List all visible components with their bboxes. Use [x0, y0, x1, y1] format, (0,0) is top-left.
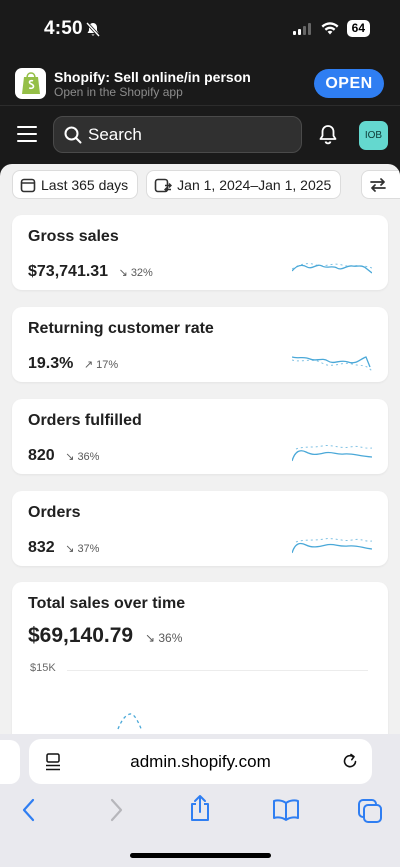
metric-card-orders-fulfilled[interactable]: Orders fulfilled 820 ↘ 36%	[12, 399, 388, 474]
calendar-compare-icon	[154, 178, 173, 192]
arrow-up-right-icon: ↗	[83, 359, 94, 371]
home-indicator	[130, 853, 271, 858]
browser-toolbar	[0, 786, 400, 834]
chart-y-tick: $15K	[30, 662, 56, 674]
arrow-down-right-icon: ↘	[65, 451, 75, 463]
reload-icon[interactable]	[340, 751, 360, 771]
search-icon	[64, 126, 82, 143]
metric-card-orders[interactable]: Orders 832 ↘ 37%	[12, 491, 388, 566]
arrow-down-right-icon: ↘	[118, 267, 128, 279]
metric-value: $73,741.31	[28, 263, 109, 280]
metric-change: ↘ 36%	[65, 451, 100, 463]
calendar-icon	[20, 178, 36, 192]
arrow-down-right-icon: ↘	[144, 631, 156, 645]
url-text: admin.shopify.com	[130, 751, 271, 771]
metric-value-row: 19.3% ↗ 17%	[28, 355, 118, 373]
app-banner-subtitle: Open in the Shopify app	[54, 85, 183, 99]
metric-value-row: $73,741.31 ↘ 32%	[28, 263, 153, 281]
status-time: 4:50	[44, 18, 83, 39]
address-bar[interactable]: admin.shopify.com	[29, 739, 372, 784]
date-period-label: Last 365 days	[41, 176, 129, 193]
hamburger-menu-icon[interactable]	[17, 126, 37, 142]
tabs-icon[interactable]	[357, 798, 383, 824]
orders-fulfilled-sparkline	[292, 445, 372, 462]
metric-card-gross-sales[interactable]: Gross sales $73,741.31 ↘ 32%	[12, 215, 388, 290]
status-icons: 64	[292, 20, 370, 37]
shopify-app-icon	[15, 68, 46, 99]
notifications-bell-icon[interactable]	[318, 124, 338, 146]
metric-value-row: 832 ↘ 37%	[28, 539, 99, 557]
gross-sales-sparkline	[292, 263, 372, 274]
silent-mode-icon	[86, 22, 100, 37]
open-app-button[interactable]: OPEN	[314, 69, 384, 98]
chart-gridline	[67, 670, 368, 671]
total-sales-value-row: $69,140.79 ↘ 36%	[28, 624, 182, 648]
filter-bar: Last 365 days Jan 1, 2024–Jan 1, 2025	[12, 170, 342, 199]
orders-sparkline	[292, 538, 372, 554]
metric-value-row: 820 ↘ 36%	[28, 447, 99, 465]
top-nav: Search IOB	[0, 106, 400, 164]
search-placeholder: Search	[88, 124, 142, 144]
total-sales-title: Total sales over time	[28, 595, 186, 612]
comparison-range-label: Jan 1, 2024–Jan 1, 2025	[177, 176, 332, 193]
metric-title: Orders fulfilled	[28, 412, 142, 429]
share-icon[interactable]	[188, 794, 212, 822]
bookmarks-icon[interactable]	[272, 798, 300, 822]
metric-change: ↗ 17%	[83, 359, 119, 371]
signal-icon	[292, 22, 311, 35]
metric-value: 820	[28, 447, 55, 464]
metric-change: ↘ 32%	[118, 267, 153, 279]
returning-customer-sparkline	[292, 356, 372, 372]
date-period-filter[interactable]: Last 365 days	[12, 170, 139, 199]
status-bar: 4:50 64	[0, 0, 400, 60]
page-menu-icon[interactable]	[45, 753, 61, 771]
metric-card-returning-customer-rate[interactable]: Returning customer rate 19.3% ↗ 17%	[12, 307, 388, 382]
compare-toggle-button[interactable]	[361, 170, 400, 199]
metric-value: 19.3%	[28, 355, 74, 372]
total-sales-value: $69,140.79	[28, 624, 134, 647]
total-sales-card[interactable]: Total sales over time $69,140.79 ↘ 36% $…	[12, 582, 388, 734]
metric-value: 832	[28, 539, 55, 556]
total-sales-chart-line	[117, 713, 143, 732]
metric-title: Gross sales	[28, 228, 119, 245]
app-banner-title: Shopify: Sell online/in person	[54, 69, 251, 85]
app-banner: Shopify: Sell online/in person Open in t…	[0, 60, 400, 106]
store-avatar[interactable]: IOB	[359, 121, 388, 150]
metric-title: Returning customer rate	[28, 320, 214, 337]
metric-title: Orders	[28, 504, 81, 521]
swap-arrows-icon	[370, 177, 386, 192]
search-input[interactable]: Search	[53, 116, 302, 153]
forward-arrow-icon[interactable]	[108, 798, 124, 822]
total-sales-change: ↘ 36%	[144, 631, 183, 645]
metric-change: ↘ 37%	[65, 543, 100, 555]
wifi-icon	[321, 22, 339, 35]
comparison-range-filter[interactable]: Jan 1, 2024–Jan 1, 2025	[146, 170, 342, 199]
battery-indicator: 64	[346, 20, 370, 37]
arrow-down-right-icon: ↘	[65, 543, 75, 555]
back-arrow-icon[interactable]	[21, 798, 37, 822]
previous-tab-preview[interactable]	[0, 740, 20, 784]
browser-bottom-bar: admin.shopify.com	[0, 734, 400, 867]
analytics-content: Last 365 days Jan 1, 2024–Jan 1, 2025 Gr…	[0, 164, 400, 734]
